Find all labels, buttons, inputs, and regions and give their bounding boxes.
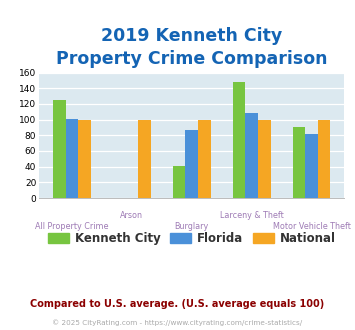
Bar (198, 119, 211, 198)
Bar (173, 166, 185, 198)
Legend: Kenneth City, Florida, National: Kenneth City, Florida, National (43, 227, 340, 250)
Text: Arson: Arson (120, 211, 143, 219)
Bar (293, 127, 305, 198)
Text: Burglary: Burglary (175, 222, 209, 231)
Title: 2019 Kenneth City
Property Crime Comparison: 2019 Kenneth City Property Crime Compari… (56, 27, 327, 68)
Bar (245, 113, 258, 198)
Text: © 2025 CityRating.com - https://www.cityrating.com/crime-statistics/: © 2025 CityRating.com - https://www.city… (53, 319, 302, 326)
Bar (258, 119, 271, 198)
Text: Larceny & Theft: Larceny & Theft (220, 211, 284, 219)
Text: All Property Crime: All Property Crime (35, 222, 109, 231)
Bar (233, 82, 245, 198)
Bar (138, 119, 151, 198)
Bar (66, 119, 78, 198)
Bar (318, 119, 331, 198)
Bar (53, 100, 66, 198)
Bar (78, 119, 91, 198)
Text: Compared to U.S. average. (U.S. average equals 100): Compared to U.S. average. (U.S. average … (31, 299, 324, 309)
Bar (305, 134, 318, 198)
Text: Motor Vehicle Theft: Motor Vehicle Theft (273, 222, 350, 231)
Bar (185, 130, 198, 198)
